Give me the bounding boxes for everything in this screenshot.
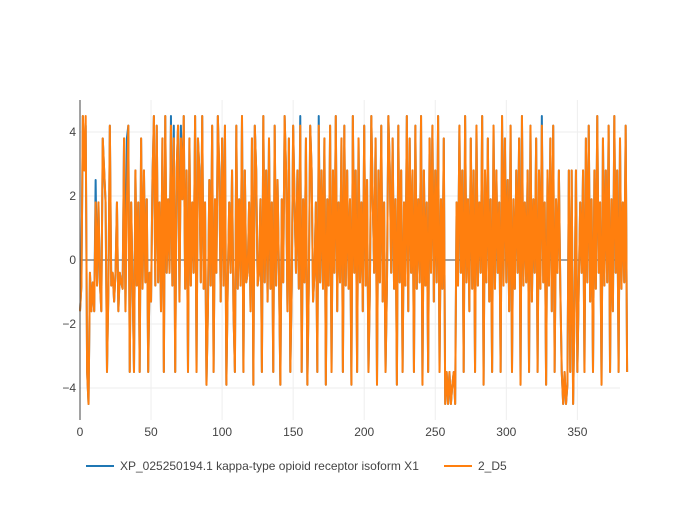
y-tick-label: −2 xyxy=(62,317,76,331)
x-tick-label: 250 xyxy=(425,425,445,439)
legend-item-series-2[interactable]: 2_D5 xyxy=(444,459,507,473)
series-line-2 xyxy=(79,115,629,405)
x-tick-label: 150 xyxy=(283,425,303,439)
legend-label-series-1: XP_025250194.1 kappa-type opioid recepto… xyxy=(120,459,419,473)
x-tick-label: 0 xyxy=(77,425,84,439)
legend[interactable]: XP_025250194.1 kappa-type opioid recepto… xyxy=(86,459,507,473)
legend-item-series-1[interactable]: XP_025250194.1 kappa-type opioid recepto… xyxy=(86,459,419,473)
legend-label-series-2: 2_D5 xyxy=(478,459,507,473)
series-layer xyxy=(79,115,629,405)
x-tick-label: 50 xyxy=(144,425,158,439)
y-tick-label: 0 xyxy=(69,253,76,267)
axis-layer: 0 50 100 150 200 250 300 350 −4 −2 0 2 4 xyxy=(62,100,588,439)
y-tick-label: 2 xyxy=(69,189,76,203)
x-tick-label: 100 xyxy=(212,425,232,439)
x-tick-label: 300 xyxy=(496,425,516,439)
y-tick-label: −4 xyxy=(62,381,76,395)
x-tick-label: 200 xyxy=(354,425,374,439)
y-tick-label: 4 xyxy=(69,125,76,139)
x-tick-label: 350 xyxy=(567,425,587,439)
